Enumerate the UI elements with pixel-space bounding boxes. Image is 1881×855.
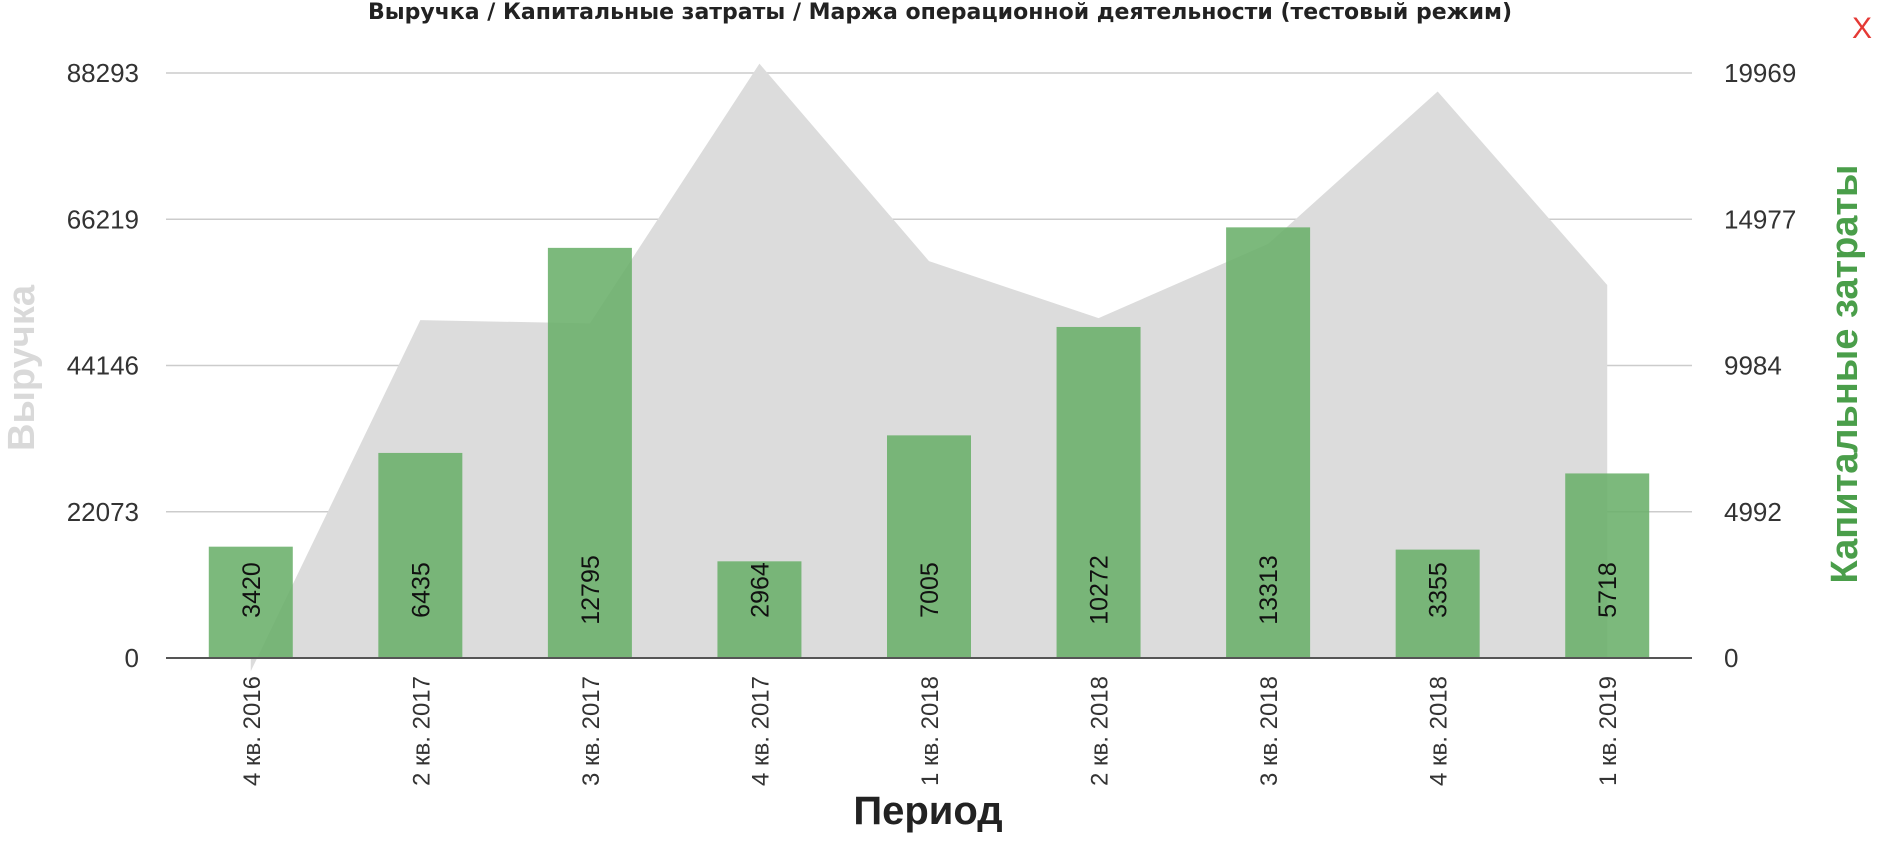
capex-bar bbox=[1226, 227, 1311, 659]
bar-value-label: 5718 bbox=[1594, 562, 1622, 618]
capex-bar bbox=[208, 546, 293, 658]
bar-value-label: 2964 bbox=[746, 562, 774, 618]
category-label: 3 кв. 2017 bbox=[578, 676, 605, 786]
bar-value-label: 3420 bbox=[238, 562, 266, 618]
bar-value-label: 10272 bbox=[1086, 555, 1114, 625]
capex-bar bbox=[887, 435, 971, 658]
left-tick-label: 44146 bbox=[67, 351, 139, 381]
capex-series: 3420 6435 12795 2964 7005 10272 13313 3355 5718 bbox=[208, 227, 1650, 659]
category-label: 3 кв. 2018 bbox=[1256, 676, 1283, 786]
capex-bar bbox=[1395, 549, 1480, 658]
capex-bar bbox=[1056, 326, 1141, 658]
category-label: 4 кв. 2017 bbox=[747, 676, 774, 786]
capex-bar bbox=[378, 452, 463, 658]
right-tick-label: 4992 bbox=[1724, 497, 1782, 527]
category-label: 1 кв. 2019 bbox=[1595, 676, 1622, 786]
bar-value-label: 7005 bbox=[916, 562, 944, 618]
category-label: 4 кв. 2016 bbox=[239, 676, 266, 786]
category-label: 2 кв. 2018 bbox=[1087, 676, 1114, 786]
right-tick-label: 19969 bbox=[1724, 58, 1796, 88]
category-label: 4 кв. 2018 bbox=[1426, 676, 1453, 786]
left-tick-label: 0 bbox=[125, 643, 139, 673]
category-label: 2 кв. 2017 bbox=[408, 676, 435, 786]
bar-value-label: 3355 bbox=[1425, 562, 1453, 618]
right-tick-label: 9984 bbox=[1724, 351, 1782, 381]
right-tick-label: 0 bbox=[1724, 643, 1738, 673]
bar-value-label: 6435 bbox=[407, 562, 435, 618]
capex-bar bbox=[547, 247, 632, 658]
left-tick-label: 88293 bbox=[67, 58, 139, 88]
right-axis-title: Капитальные затраты bbox=[1824, 165, 1866, 584]
bar-value-label: 13313 bbox=[1255, 555, 1283, 625]
right-axis: 0 4992 9984 14977 19969 bbox=[1724, 58, 1796, 673]
right-tick-label: 14977 bbox=[1724, 204, 1796, 234]
capex-bar bbox=[717, 561, 802, 658]
left-tick-label: 66219 bbox=[67, 204, 139, 234]
category-axis: 4 кв. 2016 2 кв. 2017 3 кв. 2017 4 кв. 2017… bbox=[239, 676, 1622, 786]
category-label: 1 кв. 2018 bbox=[917, 676, 944, 786]
left-tick-label: 22073 bbox=[67, 497, 139, 527]
close-button[interactable]: X bbox=[1852, 12, 1872, 45]
capex-bar bbox=[1565, 473, 1650, 658]
bar-value-label: 12795 bbox=[577, 555, 605, 625]
left-axis-title: Выручка bbox=[1, 284, 43, 451]
chart-title: Выручка / Капитальные затраты / Маржа оп… bbox=[368, 0, 1512, 25]
left-axis: 0 22073 44146 66219 88293 bbox=[67, 58, 139, 673]
x-axis-title: Период bbox=[853, 789, 1002, 833]
